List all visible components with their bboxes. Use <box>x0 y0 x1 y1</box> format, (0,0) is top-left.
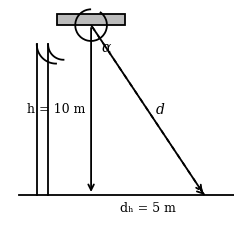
Text: h = 10 m: h = 10 m <box>27 104 85 117</box>
FancyBboxPatch shape <box>57 14 125 25</box>
Text: α: α <box>101 41 110 55</box>
Text: dₕ = 5 m: dₕ = 5 m <box>120 202 176 215</box>
Text: d: d <box>156 103 165 117</box>
